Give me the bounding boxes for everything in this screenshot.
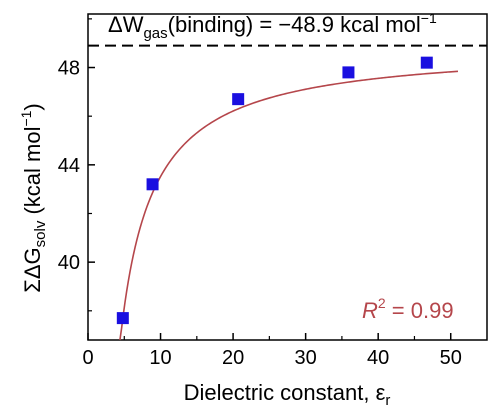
x-tick-label: 10 [149, 347, 171, 369]
fit-curve [119, 70, 459, 341]
reference-line-label: ΔWgas(binding) = −48.9 kcal mol−1 [108, 10, 437, 42]
data-point [116, 312, 129, 325]
x-tick-label: 20 [222, 347, 244, 369]
data-point [420, 56, 433, 69]
data-point [342, 66, 355, 79]
data-point [146, 178, 159, 191]
data-point [232, 93, 245, 106]
axis-ticks: 0 10 20 30 40 50 40 44 48 [58, 18, 462, 369]
y-tick-label: 40 [58, 252, 80, 274]
data-points [116, 56, 433, 325]
y-axis-label: ΣΔGsolv (kcal mol−1) [18, 103, 49, 293]
x-tick-label: 50 [440, 347, 462, 369]
x-tick-label: 30 [295, 347, 317, 369]
plot-frame [87, 13, 488, 341]
y-tick-label: 44 [58, 155, 80, 177]
y-tick-label: 48 [58, 58, 80, 80]
x-tick-label: 40 [367, 347, 389, 369]
r-squared-annotation: R2 = 0.99 [362, 295, 454, 323]
x-tick-label: 0 [82, 347, 93, 369]
x-axis-label: Dielectric constant, εr [184, 380, 391, 409]
